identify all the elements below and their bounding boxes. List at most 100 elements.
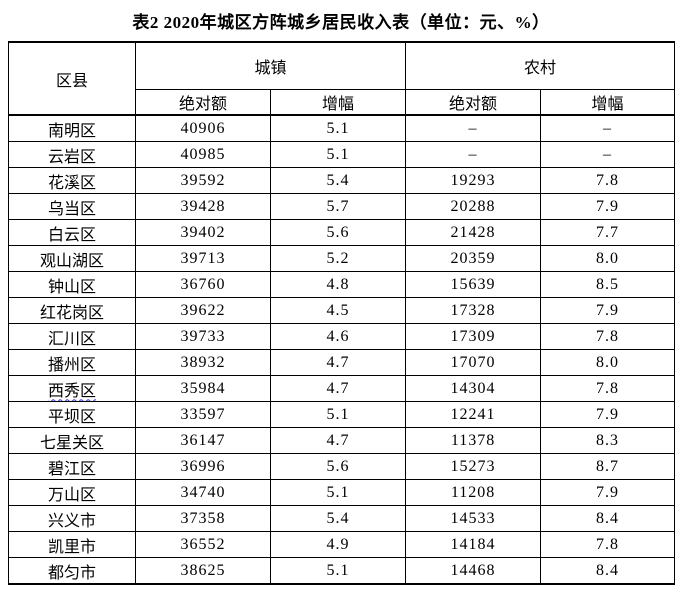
table-row: 兴义市 37358 5.4 14533 8.4 (8, 505, 676, 532)
cell-urban-absolute: 33597 (135, 401, 271, 428)
col-header-rural-absolute: 绝对额 (405, 89, 542, 116)
cell-urban-absolute: 36760 (135, 271, 271, 298)
cell-district: 红花岗区 (8, 297, 136, 324)
cell-district: 观山湖区 (8, 245, 136, 272)
table-body: 南明区 40906 5.1– – 云岩区 40985 5.1– – 花溪区 39592 5.4 192… (8, 114, 676, 585)
cell-rural-absolute: 14533 (405, 505, 542, 532)
cell-district: 钟山区 (8, 271, 136, 298)
cell-district: 凯里市 (8, 531, 136, 558)
col-header-urban-absolute: 绝对额 (135, 89, 271, 116)
cell-district: 兴义市 (8, 505, 136, 532)
table-row: 七星关区 36147 4.7 11378 8.3 (8, 427, 676, 454)
cell-rural-growth: 8.5 (540, 271, 676, 298)
cell-rural-absolute: 17309 (405, 323, 542, 350)
table-row: 乌当区 39428 5.7 20288 7.9 (8, 193, 676, 220)
table-header: 区县 城镇 农村 绝对额 增幅 绝对额 增幅 (8, 41, 676, 116)
col-header-urban-growth: 增幅 (269, 89, 407, 116)
cell-urban-absolute: 35984 (135, 375, 271, 402)
cell-rural-growth: 7.9 (540, 297, 676, 324)
cell-urban-absolute: 36996 (135, 453, 271, 480)
cell-district: 花溪区 (8, 167, 136, 194)
table-row: 汇川区 39733 4.6 17309 7.8 (8, 323, 676, 350)
cell-urban-growth: 5.4 (269, 167, 407, 194)
cell-urban-growth: 4.5 (269, 297, 407, 324)
cell-rural-absolute: 20288 (405, 193, 542, 220)
col-header-rural-group: 农村 (405, 41, 676, 90)
cell-rural-absolute: 14468 (405, 557, 542, 585)
cell-urban-growth: 5.4 (269, 505, 407, 532)
col-header-district: 区县 (8, 41, 136, 116)
cell-rural-absolute: 20359 (405, 245, 542, 272)
cell-district: 白云区 (8, 219, 136, 246)
cell-urban-growth: 4.7 (269, 375, 407, 402)
cell-rural-absolute: 15639 (405, 271, 542, 298)
cell-urban-absolute: 38932 (135, 349, 271, 376)
cell-urban-growth: 5.1 (269, 401, 407, 428)
table-row: 白云区 39402 5.6 21428 7.7 (8, 219, 676, 246)
cell-urban-growth: 4.8 (269, 271, 407, 298)
cell-urban-growth: 5.7 (269, 193, 407, 220)
cell-rural-growth: 7.8 (540, 323, 676, 350)
cell-rural-growth: – (540, 141, 676, 168)
table-title: 表2 2020年城区方阵城乡居民收入表（单位：元、%） (132, 13, 550, 32)
cell-rural-absolute: 15273 (405, 453, 542, 480)
cell-district: 碧江区 (8, 453, 136, 480)
table-row: 观山湖区 39713 5.2 20359 8.0 (8, 245, 676, 272)
cell-urban-absolute: 39713 (135, 245, 271, 272)
cell-urban-growth: 5.1 (269, 479, 407, 506)
cell-rural-absolute: 14304 (405, 375, 542, 402)
cell-rural-growth: 7.8 (540, 375, 676, 402)
cell-urban-growth: 5.1 (269, 557, 407, 585)
cell-urban-absolute: 38625 (135, 557, 271, 585)
cell-district: 乌当区 (8, 193, 136, 220)
cell-urban-absolute: 40985 (135, 141, 271, 168)
cell-urban-growth: 5.1 (269, 114, 407, 142)
cell-urban-absolute: 39428 (135, 193, 271, 220)
cell-rural-growth: 7.8 (540, 167, 676, 194)
header-sub-row: 绝对额 增幅 绝对额 增幅 (9, 89, 676, 116)
cell-rural-growth: 7.9 (540, 479, 676, 506)
cell-district: 西秀区 (8, 375, 136, 402)
cell-rural-absolute: 12241 (405, 401, 542, 428)
header-group-row: 区县 城镇 农村 (8, 41, 676, 116)
cell-urban-absolute: 39592 (135, 167, 271, 194)
cell-district: 播州区 (8, 349, 136, 376)
cell-urban-growth: 5.6 (269, 219, 407, 246)
cell-rural-growth: 7.9 (540, 401, 676, 428)
cell-urban-growth: 5.1 (269, 141, 407, 168)
cell-rural-absolute: 19293 (405, 167, 542, 194)
cell-rural-growth: 8.3 (540, 427, 676, 454)
table-row: 凯里市 36552 4.9 14184 7.8 (8, 531, 676, 558)
cell-rural-absolute: 21428 (405, 219, 542, 246)
cell-urban-growth: 5.2 (269, 245, 407, 272)
table-row: 云岩区 40985 5.1– – (8, 141, 676, 168)
cell-district: 万山区 (8, 479, 136, 506)
cell-rural-absolute: 17070 (405, 349, 542, 376)
table-row: 万山区 34740 5.1 11208 7.9 (8, 479, 676, 506)
col-header-rural-growth: 增幅 (540, 89, 676, 116)
cell-rural-growth: 7.7 (540, 219, 676, 246)
cell-urban-absolute: 36147 (135, 427, 271, 454)
table-row: 南明区 40906 5.1– – (8, 114, 676, 142)
cell-urban-growth: 4.6 (269, 323, 407, 350)
cell-rural-growth: 8.0 (540, 245, 676, 272)
cell-rural-growth: 8.7 (540, 453, 676, 480)
cell-urban-absolute: 34740 (135, 479, 271, 506)
spellcheck-underlined-text: 西秀区 (47, 382, 96, 400)
cell-urban-absolute: 40906 (135, 114, 271, 142)
col-header-urban-group: 城镇 (134, 41, 407, 90)
cell-urban-absolute: 36552 (135, 531, 271, 558)
table-row: 平坝区 33597 5.1 12241 7.9 (8, 401, 676, 428)
cell-rural-growth: 7.8 (540, 531, 676, 558)
cell-district: 都匀市 (8, 557, 136, 585)
cell-rural-absolute: 14184 (405, 531, 542, 558)
cell-rural-absolute: 11208 (405, 479, 542, 506)
cell-district: 云岩区 (8, 141, 136, 168)
income-table: 区县 城镇 农村 绝对额 增幅 绝对额 增幅 南明区 40906 5.1– – 云岩区 4… (8, 41, 676, 585)
cell-rural-growth: 8.4 (540, 557, 676, 585)
table-row: 花溪区 39592 5.4 19293 7.8 (8, 167, 676, 194)
table-row: 钟山区 36760 4.8 15639 8.5 (8, 271, 676, 298)
table-row: 播州区 38932 4.7 17070 8.0 (8, 349, 676, 376)
table-row: 碧江区 36996 5.6 15273 8.7 (8, 453, 676, 480)
